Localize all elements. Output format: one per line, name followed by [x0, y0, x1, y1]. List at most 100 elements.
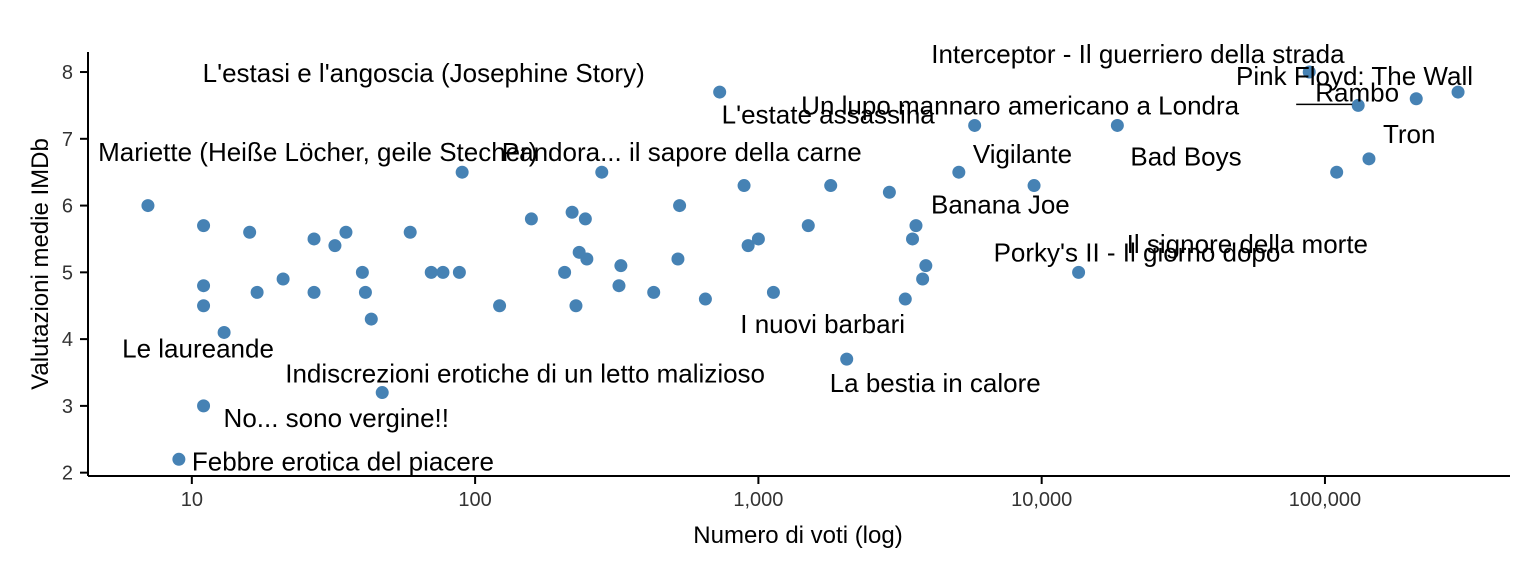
- y-axis-title: Valutazioni medie IMDb: [27, 138, 54, 390]
- data-point: [436, 265, 450, 279]
- data-point: [1027, 179, 1041, 193]
- data-point: [906, 232, 920, 246]
- data-point: [197, 399, 211, 413]
- point-label: Tron: [1383, 119, 1436, 149]
- point-label: Un lupo mannaro americano a Londra: [801, 90, 1239, 120]
- data-point: [455, 165, 469, 179]
- data-point: [595, 165, 609, 179]
- y-ticks: 2 3 4 5 6 7 8: [62, 62, 88, 485]
- data-point: [713, 85, 727, 99]
- data-point: [558, 265, 572, 279]
- data-point: [909, 219, 923, 233]
- data-point: [737, 179, 751, 193]
- point-label: Pink Floyd: The Wall: [1236, 61, 1473, 91]
- x-tick-label: 100,000: [1289, 489, 1361, 511]
- data-point: [578, 212, 592, 226]
- y-tick-label: 5: [62, 262, 73, 284]
- point-label: Mariette (Heiße Löcher, geile Stecher): [98, 137, 537, 167]
- data-point: [375, 386, 389, 400]
- data-point: [276, 272, 290, 286]
- data-point: [647, 285, 661, 299]
- data-point: [307, 232, 321, 246]
- data-point: [243, 225, 257, 239]
- data-point: [452, 265, 466, 279]
- data-point: [840, 352, 854, 366]
- point-label: La bestia in calore: [830, 368, 1041, 398]
- data-point: [1330, 165, 1344, 179]
- x-tick-label: 100: [458, 489, 491, 511]
- y-tick-label: 2: [62, 463, 73, 485]
- data-point: [339, 225, 353, 239]
- data-point: [673, 199, 687, 213]
- data-point: [307, 285, 321, 299]
- point-label: No... sono vergine!!: [224, 403, 449, 433]
- y-tick-label: 4: [62, 329, 73, 351]
- point-label: Vigilante: [973, 139, 1072, 169]
- point-label: Banana Joe: [931, 190, 1070, 220]
- data-point: [424, 265, 438, 279]
- point-label: L'estate assassina: [722, 99, 936, 129]
- x-ticks: 10 100 1,000 10,000 100,000: [181, 476, 1361, 511]
- data-point: [1362, 152, 1376, 166]
- data-point: [355, 265, 369, 279]
- data-point: [1351, 98, 1365, 112]
- data-point: [1110, 118, 1124, 132]
- point-label: Indiscrezioni erotiche di un letto maliz…: [285, 359, 765, 389]
- data-point: [569, 299, 583, 313]
- point-label: Bad Boys: [1130, 141, 1241, 171]
- point-label: Porky's II - Il giorno dopo: [994, 237, 1281, 267]
- point-label: Pandora... il sapore della carne: [502, 137, 862, 167]
- data-point: [328, 239, 342, 253]
- data-point: [1409, 92, 1423, 106]
- point-label: Il signore della morte: [1127, 229, 1368, 259]
- data-point: [580, 252, 594, 266]
- data-point: [197, 219, 211, 233]
- data-point: [898, 292, 912, 306]
- point-label: I nuovi barbari: [740, 309, 905, 339]
- data-point: [524, 212, 538, 226]
- data-point: [751, 232, 765, 246]
- data-point: [197, 279, 211, 293]
- data-point: [801, 219, 815, 233]
- data-point: [403, 225, 417, 239]
- data-point: [197, 299, 211, 313]
- data-point: [358, 285, 372, 299]
- point-label: Rambo: [1315, 78, 1399, 108]
- data-point: [671, 252, 685, 266]
- data-point: [250, 285, 264, 299]
- point-label: L'estasi e l'angoscia (Josephine Story): [203, 58, 645, 88]
- x-tick-label: 1,000: [733, 489, 783, 511]
- x-axis-title: Numero di voti (log): [693, 522, 902, 549]
- y-tick-label: 6: [62, 196, 73, 218]
- data-point: [698, 292, 712, 306]
- data-point: [1072, 265, 1086, 279]
- data-point: [916, 272, 930, 286]
- data-point: [614, 259, 628, 273]
- data-point: [364, 312, 378, 326]
- y-tick-label: 3: [62, 396, 73, 418]
- data-point: [172, 452, 186, 466]
- data-point: [141, 199, 155, 213]
- data-point: [766, 285, 780, 299]
- data-point: [968, 118, 982, 132]
- data-point: [565, 205, 579, 219]
- data-point: [1451, 85, 1465, 99]
- data-point: [919, 259, 933, 273]
- data-point: [824, 179, 838, 193]
- x-tick-label: 10: [181, 489, 203, 511]
- y-tick-label: 7: [62, 129, 73, 151]
- y-tick-label: 8: [62, 62, 73, 84]
- data-point: [952, 165, 966, 179]
- point-label: Febbre erotica del piacere: [192, 446, 494, 476]
- data-point: [1302, 65, 1316, 79]
- point-label: Interceptor - Il guerriero della strada: [931, 39, 1345, 69]
- points-layer: [141, 65, 1465, 466]
- data-point: [882, 185, 896, 199]
- x-tick-label: 10,000: [1011, 489, 1072, 511]
- data-point: [217, 325, 231, 339]
- data-point: [612, 279, 626, 293]
- point-labels-layer: Le laureande No... sono vergine!! Febbre e…: [98, 39, 1473, 476]
- data-point: [741, 239, 755, 253]
- point-label: Le laureande: [122, 333, 274, 363]
